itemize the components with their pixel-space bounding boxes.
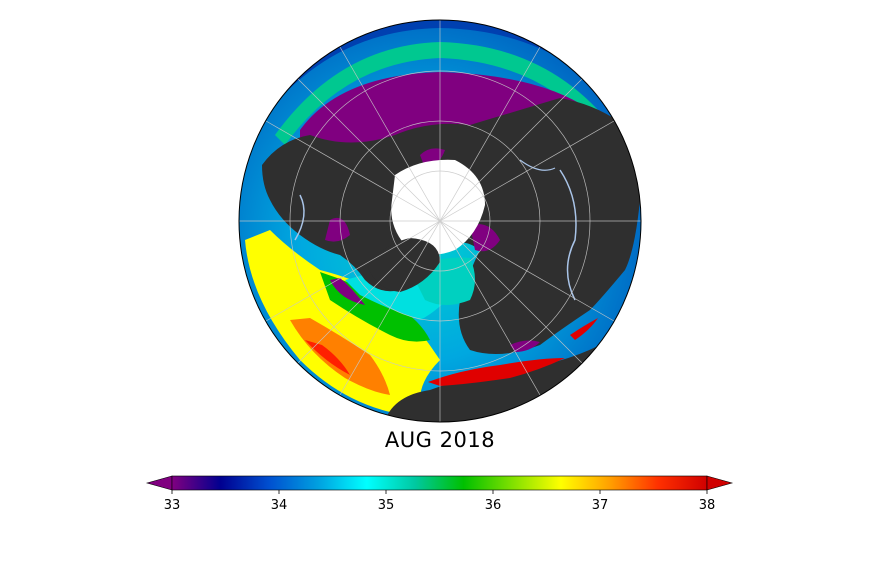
colorbar-extend-min: [145, 475, 173, 491]
ocean-atlantic-yellow: [245, 230, 440, 412]
colorbar-extend-max: [706, 475, 734, 491]
ocean-mediterranean-red: [428, 358, 565, 386]
ocean-hudson-purple: [325, 217, 350, 242]
ocean-arctic-purple-2: [470, 224, 500, 252]
river-3: [519, 159, 556, 171]
globe-outline: [238, 19, 642, 423]
ocean-atlantic-orange: [290, 318, 390, 395]
ocean-band-north-pacific-purple: [300, 72, 590, 150]
colorbar-tick-label: 37: [592, 498, 609, 513]
river-1: [559, 169, 577, 301]
colorbar-tick-label: 34: [271, 498, 288, 513]
colorbar-tick-label: 33: [164, 498, 181, 513]
colorbar-tick-label: 36: [485, 498, 502, 513]
river-2: [294, 194, 305, 241]
map-title: AUG 2018: [384, 428, 496, 452]
ocean-atlantic-red: [305, 340, 350, 375]
colorbar-tick-label: 38: [699, 498, 716, 513]
graticule: [239, 20, 641, 422]
ocean-red-sea: [570, 318, 598, 340]
ocean-labrador-purple: [330, 278, 365, 305]
land-greenland: [368, 238, 440, 292]
colorbar-bar: [171, 475, 708, 491]
ocean-band-pacific-green: [275, 42, 615, 145]
colorbar-tick-label: 35: [378, 498, 395, 513]
colorbar-ticks: 33 34 35 36 37 38: [164, 490, 716, 513]
